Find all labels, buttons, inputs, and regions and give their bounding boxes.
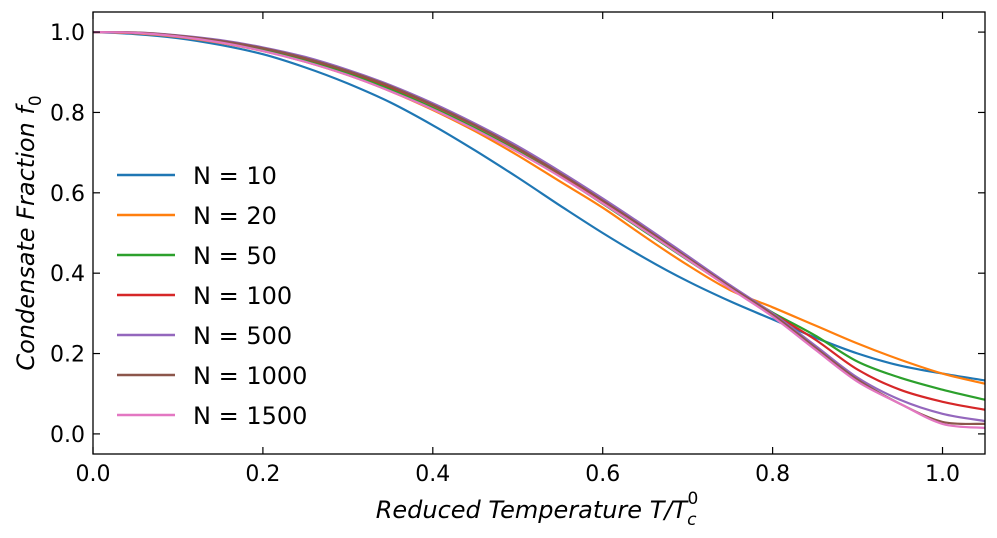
plot-lines — [92, 31, 986, 429]
series-line-n1000 — [92, 31, 986, 426]
y-axis-title: Condensate Fraction f0 — [12, 95, 46, 370]
legend-label-n10: N = 10 — [193, 162, 277, 190]
series-line-n1500 — [92, 31, 986, 429]
legend-label-n500: N = 500 — [193, 322, 292, 350]
legend-label-n1500: N = 1500 — [193, 402, 307, 430]
y-tick-label: 0.0 — [50, 423, 85, 448]
legend-label-n20: N = 20 — [193, 202, 277, 230]
x-tick-label: 0.0 — [76, 462, 111, 487]
series-line-n10 — [92, 31, 986, 382]
x-tick-label: 1.0 — [925, 462, 960, 487]
y-axis-ticks: 0.0 0.2 0.4 0.6 0.8 1.0 — [50, 21, 985, 448]
x-tick-label: 0.2 — [245, 462, 280, 487]
y-tick-label: 0.6 — [50, 182, 85, 207]
x-tick-label: 0.4 — [415, 462, 450, 487]
x-tick-label: 0.6 — [585, 462, 620, 487]
legend: N = 10 N = 20 N = 50 N = 100 N = 500 N = 1000… — [117, 162, 307, 430]
x-axis-ticks: 0.0 0.2 0.4 0.6 0.8 1.0 — [76, 12, 960, 487]
y-tick-label: 0.4 — [50, 262, 85, 287]
y-tick-label: 1.0 — [50, 21, 85, 46]
plot-frame — [92, 11, 986, 455]
x-axis-title: Reduced Temperature T/Tc0 — [376, 489, 699, 530]
legend-label-n50: N = 50 — [193, 242, 277, 270]
x-tick-label: 0.8 — [755, 462, 790, 487]
legend-label-n1000: N = 1000 — [193, 362, 307, 390]
y-tick-label: 0.2 — [50, 343, 85, 368]
legend-label-n100: N = 100 — [193, 282, 292, 310]
y-tick-label: 0.8 — [50, 101, 85, 126]
